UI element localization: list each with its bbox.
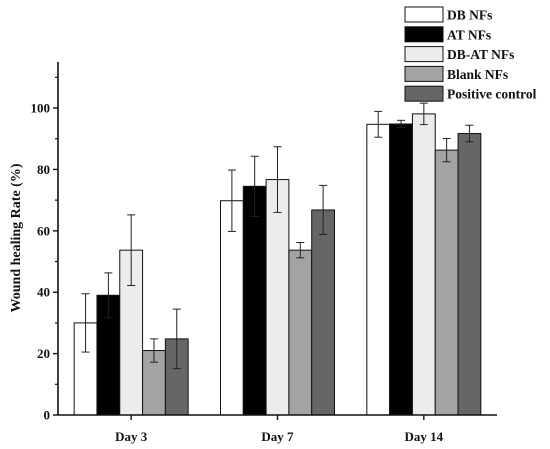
legend-swatch (404, 85, 444, 102)
error-bar (104, 272, 113, 319)
error-bar (419, 102, 428, 126)
bar (265, 179, 290, 416)
bar (242, 185, 267, 416)
legend-label: Positive control (447, 87, 537, 102)
error-bar (319, 184, 328, 236)
legend-swatch (404, 65, 444, 82)
legend-swatch (404, 6, 444, 23)
legend: DB NFs AT NFs DB-AT NFs Blank NFs Positive c… (404, 6, 537, 102)
error-bar (374, 110, 383, 138)
bar (457, 133, 482, 416)
legend-label: DB-AT NFs (447, 47, 514, 62)
bar (366, 123, 391, 416)
y-tick-label: 80 (37, 162, 50, 177)
error-bar (465, 124, 474, 143)
error-bar (81, 293, 90, 353)
x-tick-label: Day 14 (405, 429, 444, 444)
error-bar (397, 119, 406, 129)
y-tick-label: 60 (37, 223, 50, 238)
bar (288, 249, 313, 416)
y-axis-title: Wound healing Rate (%) (9, 163, 24, 312)
y-tick-label: 40 (37, 285, 50, 300)
bar (220, 200, 244, 416)
legend-label: Blank NFs (447, 67, 508, 82)
y-tick-label: 20 (37, 346, 50, 361)
legend-label: DB NFs (447, 8, 492, 23)
error-bar (227, 169, 236, 232)
bar (311, 209, 336, 416)
error-bar (296, 241, 305, 259)
legend-label: AT NFs (447, 27, 491, 42)
axes-layer: 0 20 40 60 80 100 Day 3 Day 7 Day 14 (31, 62, 497, 444)
error-bar (442, 137, 451, 163)
legend-swatch (404, 26, 444, 43)
bar (389, 123, 413, 416)
x-tick-label: Day 7 (261, 429, 294, 444)
error-bar (250, 155, 259, 217)
bar (411, 113, 436, 416)
error-bar (172, 308, 181, 370)
bars-layer (73, 102, 482, 416)
x-tick-label: Day 3 (115, 429, 148, 444)
error-bar (273, 146, 282, 213)
y-tick-label: 0 (44, 408, 51, 423)
error-bar (127, 214, 136, 286)
y-tick-label: 100 (31, 101, 51, 116)
legend-swatch (404, 46, 444, 63)
bar (434, 149, 459, 416)
error-bar (149, 338, 158, 363)
